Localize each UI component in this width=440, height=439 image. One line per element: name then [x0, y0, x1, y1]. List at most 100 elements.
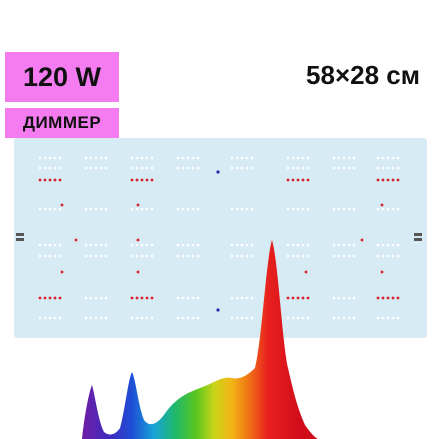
- led-dot: [130, 296, 134, 300]
- led-dot: [240, 254, 244, 258]
- led-dot: [130, 156, 134, 160]
- led-dot: [186, 254, 190, 258]
- led-dot: [306, 207, 310, 211]
- led-dot: [89, 243, 93, 247]
- led-dot: [135, 316, 139, 320]
- led-dot: [286, 178, 290, 182]
- led-dot: [186, 296, 190, 300]
- led-dot: [301, 207, 305, 211]
- led-dot: [337, 166, 341, 170]
- led-dot: [301, 243, 305, 247]
- led-dot: [347, 156, 351, 160]
- led-dot: [176, 166, 180, 170]
- led-dot: [337, 296, 341, 300]
- led-dot: [391, 316, 395, 320]
- led-dot: [191, 207, 195, 211]
- led-dot: [250, 316, 254, 320]
- led-dot: [337, 156, 341, 160]
- led-dot: [386, 254, 390, 258]
- led-dot: [48, 243, 52, 247]
- led-dot: [140, 296, 144, 300]
- led-dot: [94, 254, 98, 258]
- led-dot: [250, 156, 254, 160]
- led-dot: [140, 178, 144, 182]
- led-dot: [342, 316, 346, 320]
- led-dot: [38, 254, 42, 258]
- led-dot: [145, 166, 149, 170]
- led-dot: [140, 316, 144, 320]
- led-dot: [196, 207, 200, 211]
- led-dot: [332, 156, 336, 160]
- led-dot: [381, 207, 385, 211]
- led-dot: [84, 316, 88, 320]
- led-dot: [376, 296, 380, 300]
- led-dot: [337, 243, 341, 247]
- led-dot: [181, 296, 185, 300]
- led-dot: [140, 207, 144, 211]
- led-dot: [84, 254, 88, 258]
- led-dot: [181, 316, 185, 320]
- led-dot: [347, 207, 351, 211]
- led-dot: [145, 296, 149, 300]
- led-dot: [191, 316, 195, 320]
- led-dot: [150, 316, 154, 320]
- led-dot: [53, 156, 57, 160]
- led-dot: [135, 207, 139, 211]
- led-dot: [286, 254, 290, 258]
- led-dot: [104, 296, 108, 300]
- led-dot: [306, 243, 310, 247]
- led-dot: [181, 243, 185, 247]
- led-dot: [332, 254, 336, 258]
- led-dot: [58, 166, 62, 170]
- led-dot: [48, 207, 52, 211]
- led-dot: [136, 203, 140, 207]
- led-dot: [301, 178, 305, 182]
- led-dot: [396, 178, 400, 182]
- led-dot: [43, 156, 47, 160]
- led-dot: [99, 156, 103, 160]
- led-dot: [352, 254, 356, 258]
- led-dot: [391, 178, 395, 182]
- led-dot: [48, 156, 52, 160]
- led-dot: [99, 207, 103, 211]
- led-dot: [230, 296, 234, 300]
- led-dot: [104, 156, 108, 160]
- led-dot: [186, 166, 190, 170]
- led-dot: [342, 156, 346, 160]
- led-dot: [196, 254, 200, 258]
- led-dot: [250, 296, 254, 300]
- led-dot: [84, 243, 88, 247]
- led-dot: [250, 254, 254, 258]
- led-dot: [347, 316, 351, 320]
- led-dot: [186, 156, 190, 160]
- led-dot: [176, 316, 180, 320]
- led-dot: [43, 316, 47, 320]
- led-dot: [286, 243, 290, 247]
- led-dot: [306, 316, 310, 320]
- led-dot: [337, 316, 341, 320]
- led-dot: [386, 316, 390, 320]
- led-dot: [240, 207, 244, 211]
- led-dot: [53, 254, 57, 258]
- led-dot: [391, 243, 395, 247]
- led-dot: [235, 296, 239, 300]
- led-dot: [342, 296, 346, 300]
- led-dot: [186, 207, 190, 211]
- led-dot: [376, 207, 380, 211]
- led-dot: [391, 166, 395, 170]
- led-dot: [196, 166, 200, 170]
- led-dot: [130, 316, 134, 320]
- led-dot: [89, 296, 93, 300]
- led-dot: [38, 166, 42, 170]
- led-dot: [376, 254, 380, 258]
- led-dot: [196, 296, 200, 300]
- led-dot: [301, 156, 305, 160]
- led-dot: [38, 156, 42, 160]
- led-dot: [240, 156, 244, 160]
- led-dot: [89, 254, 93, 258]
- led-dot: [291, 207, 295, 211]
- led-dot: [381, 178, 385, 182]
- led-dot: [191, 243, 195, 247]
- led-dot: [380, 203, 384, 207]
- led-dot: [176, 156, 180, 160]
